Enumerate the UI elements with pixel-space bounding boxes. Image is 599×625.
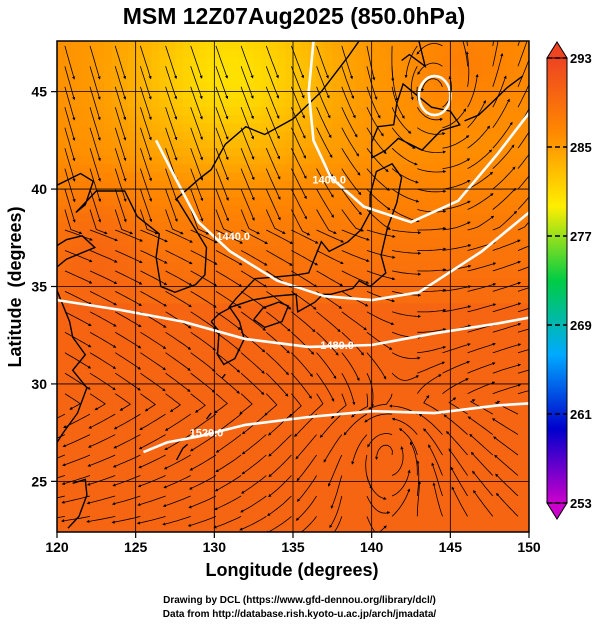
plot-area: 1480.0 1520.0 1440.0 1400.0 — [57, 41, 529, 532]
x-axis-label: Longitude (degrees) — [205, 560, 378, 580]
colorbar-tick-label: 253 — [570, 496, 592, 511]
credit-line-1: Drawing by DCL (https://www.gfd-dennou.o… — [163, 595, 436, 606]
y-tick-label: 40 — [31, 181, 47, 197]
chart-title: MSM 12Z07Aug2025 (850.0hPa) — [123, 3, 466, 29]
contour-line — [143, 402, 529, 454]
x-axis: 120 125 130 135 140 145 150 — [45, 532, 541, 555]
x-tick-label: 150 — [517, 539, 541, 555]
gridlines — [57, 41, 529, 532]
y-tick-label: 45 — [31, 84, 47, 100]
colorbar-bar — [546, 57, 568, 504]
x-tick-label: 125 — [124, 539, 148, 555]
contour-line — [57, 298, 529, 349]
colorbar-tick-label: 285 — [570, 140, 592, 155]
y-axis-label: Latitude (degrees) — [5, 206, 25, 367]
contour-label: 1480.0 — [320, 340, 354, 352]
colorbar-tick-label: 293 — [570, 51, 592, 66]
colorbar: 253 261 269 277 285 293 — [546, 41, 592, 520]
contour-line — [307, 41, 529, 224]
colorbar-min-extension — [546, 502, 568, 520]
colorbar-tick-label: 277 — [570, 229, 592, 244]
y-axis: 25 30 35 40 45 — [31, 84, 57, 489]
y-tick-label: 35 — [31, 279, 47, 295]
y-tick-label: 25 — [31, 473, 47, 489]
x-tick-label: 140 — [360, 539, 384, 555]
colorbar-tick-label: 261 — [570, 407, 592, 422]
x-tick-label: 145 — [439, 539, 463, 555]
wind-streamlines — [57, 41, 529, 532]
y-tick-label: 30 — [31, 376, 47, 392]
contour-label: 1400.0 — [312, 174, 346, 186]
x-tick-label: 135 — [281, 539, 305, 555]
contour-label: 1440.0 — [216, 231, 250, 243]
colorbar-max-extension — [546, 41, 568, 59]
x-tick-label: 130 — [203, 539, 227, 555]
colorbar-tick-label: 269 — [570, 318, 592, 333]
contour-label: 1520.0 — [190, 428, 224, 440]
x-tick-label: 120 — [45, 539, 69, 555]
credit-line-2: Data from http://database.rish.kyoto-u.a… — [162, 609, 437, 620]
